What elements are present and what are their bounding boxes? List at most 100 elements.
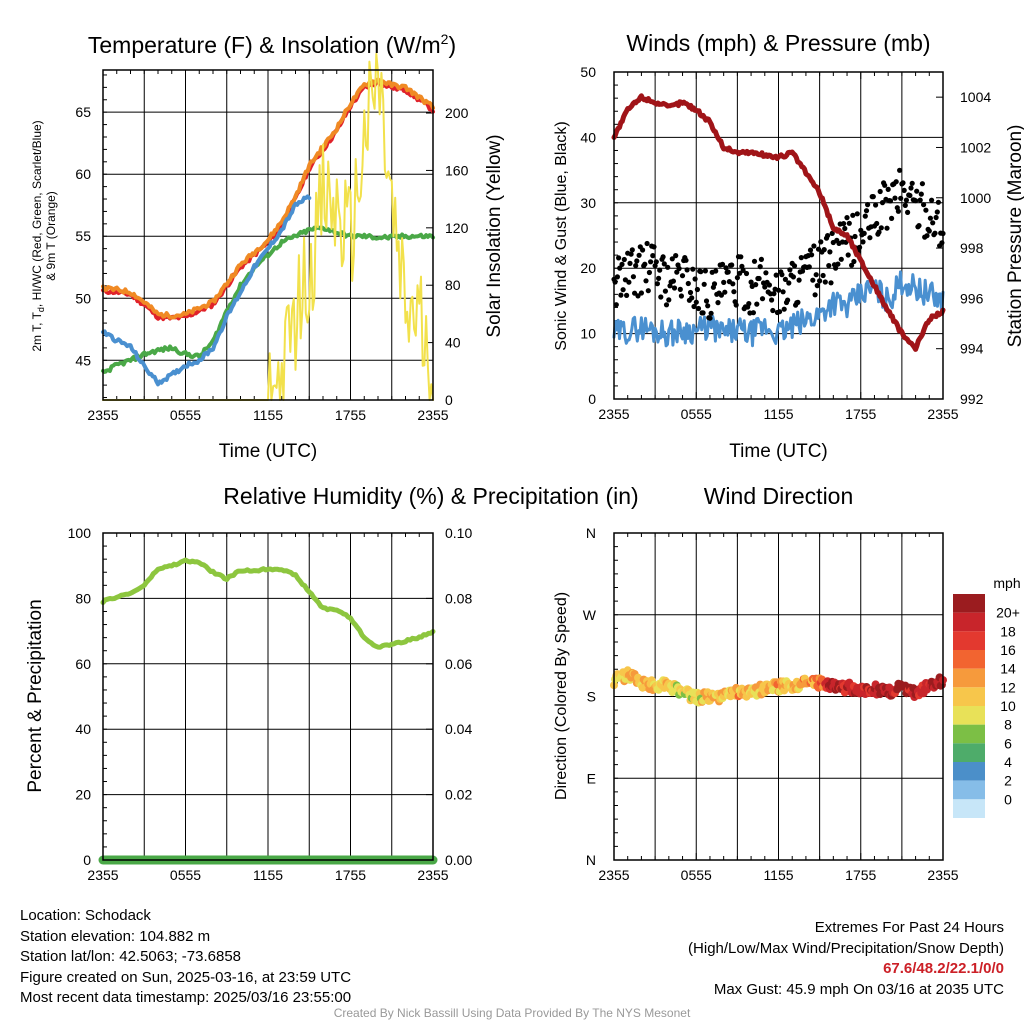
gust-point: [670, 278, 677, 284]
gust-point: [827, 249, 833, 255]
x-tick-label: 1755: [335, 867, 366, 883]
gust-point: [893, 179, 899, 185]
x-tick-label: 2355: [927, 867, 958, 883]
y-tick-label: 50: [75, 290, 91, 306]
gust-point: [734, 275, 741, 281]
gust-point: [634, 258, 640, 264]
gust-point: [759, 296, 766, 302]
gust-point: [918, 191, 924, 197]
station-info: Location: Schodack Station elevation: 10…: [20, 906, 351, 1009]
y-tick-label: 40: [75, 721, 91, 737]
gust-point: [629, 247, 635, 253]
gust-point: [746, 301, 752, 307]
gust-point: [822, 279, 828, 285]
y2-tick-label: 40: [445, 335, 461, 351]
gust-point: [829, 230, 835, 236]
y-tick-label: N: [586, 852, 596, 868]
y-tick-label: 50: [580, 64, 596, 80]
gust-point: [775, 287, 782, 293]
gust-point: [652, 263, 658, 269]
gust-point: [620, 287, 626, 293]
gust-point: [708, 310, 714, 316]
x-tick-label: 0555: [681, 867, 712, 883]
gust-point: [643, 278, 649, 284]
y-tick-label: 30: [580, 195, 596, 211]
gust-point: [679, 273, 686, 279]
y2-tick-label: 0.00: [445, 852, 472, 868]
y2-tick-label: 160: [445, 162, 469, 178]
gust-point: [763, 270, 769, 276]
colorbar-swatch: [953, 724, 985, 744]
gust-point: [663, 302, 670, 308]
y-axis-label: 2m T, Td, HI/WC (Red, Green, Scarlet/Blu…: [30, 120, 46, 351]
gust-point: [658, 294, 664, 300]
colorbar-label: 16: [1000, 642, 1016, 658]
colorbar-swatch: [953, 612, 985, 632]
colorbar-swatch: [953, 687, 985, 706]
gust-point: [809, 252, 815, 258]
gust-point: [646, 269, 653, 276]
gust-point: [626, 279, 632, 285]
extremes-title: Extremes For Past 24 Hours: [814, 919, 1004, 936]
x-tick-label: 2355: [598, 867, 629, 883]
max-gust: Max Gust: 45.9 mph On 03/16 at 2035 UTC: [713, 980, 1004, 998]
gust-point: [669, 256, 675, 262]
gust-point: [791, 263, 798, 269]
gust-point: [851, 258, 857, 265]
y-axis-label: Sonic Wind & Gust (Blue, Black): [553, 121, 570, 350]
gust-point: [921, 202, 927, 208]
gust-point: [782, 276, 789, 282]
y-tick-label: 0: [588, 391, 596, 407]
gust-point: [737, 270, 743, 276]
gust-point: [673, 253, 679, 259]
gust-point: [838, 256, 844, 262]
x-tick-label: 2355: [598, 406, 629, 422]
gust-point: [845, 252, 851, 258]
y-tick-label: E: [587, 770, 596, 786]
gust-point: [914, 188, 920, 194]
x-tick-label: 0555: [170, 407, 201, 423]
plot-frame: [102, 69, 434, 401]
gust-point: [657, 267, 663, 273]
gust-point: [628, 251, 634, 257]
gust-point: [614, 274, 621, 280]
gust-point: [703, 298, 710, 304]
gust-point: [916, 223, 922, 229]
gust-point: [698, 269, 704, 275]
gust-point: [743, 270, 750, 277]
gust-point: [640, 247, 646, 253]
gust-point: [695, 305, 702, 312]
chart-title: Wind Direction: [704, 483, 854, 509]
gust-point: [690, 266, 696, 272]
gust-point: [645, 288, 651, 294]
gust-point: [701, 281, 707, 287]
gust-point: [678, 293, 685, 299]
gust-point: [885, 186, 891, 192]
gust-point: [877, 188, 883, 195]
extremes-info: Extremes For Past 24 Hours (High/Low/Max…: [688, 918, 1004, 1000]
x-tick-label: 1755: [845, 406, 876, 422]
gust-point: [654, 281, 661, 287]
gust-point: [771, 291, 777, 297]
gust-point: [766, 282, 773, 288]
x-tick-label: 2355: [417, 867, 448, 883]
colorbar-label: 12: [1000, 679, 1016, 695]
gust-point: [642, 261, 648, 267]
gust-point: [721, 279, 727, 285]
gust-point: [666, 297, 672, 303]
y2-tick-label: 0.08: [445, 590, 472, 606]
colorbar-label: 6: [1004, 735, 1012, 751]
x-tick-label: 1155: [763, 867, 793, 883]
x-tick-label: 2355: [417, 407, 448, 423]
gust-point: [902, 202, 908, 208]
colorbar-label: 8: [1004, 717, 1012, 733]
gust-point: [841, 221, 847, 227]
gust-point: [833, 265, 839, 271]
gust-point: [739, 263, 745, 269]
gust-point: [818, 239, 824, 245]
gust-point: [907, 192, 913, 199]
gust-point: [870, 194, 876, 200]
colorbar-swatch: [953, 780, 985, 800]
gust-point: [722, 289, 728, 295]
y-tick-label: 40: [580, 129, 596, 145]
